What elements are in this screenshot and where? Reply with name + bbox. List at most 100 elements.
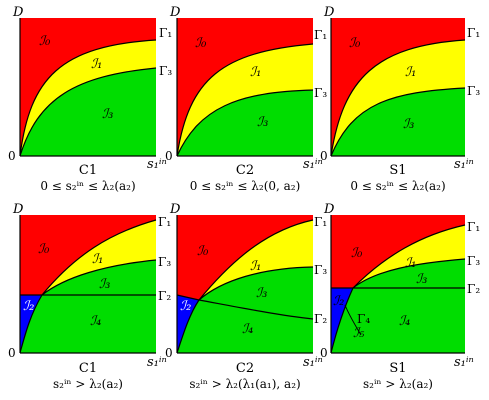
curve-gamma3 [330,87,466,157]
region-label: ℐ₃ [416,272,427,287]
panel-title: S1 [389,163,406,178]
curve-gamma4 [344,304,362,336]
curve-gamma2 [176,294,314,320]
region-label: ℐ₁ [405,65,416,80]
curve-label: Γ₂ [314,312,327,326]
panel-condition: s₂ⁱⁿ > λ₂(λ₁(a₁), a₂) [189,377,300,391]
curve-gamma1 [176,43,314,157]
x-axis-label: s₁ⁱⁿ [454,355,474,370]
curve-label: Γ₁ [158,215,171,229]
curve-label: Γ₄ [357,312,370,326]
region-label: ℐ₀ [39,34,51,49]
panel-top-middle: ℐ₀ ℐ₁ ℐ₃ Γ₁ Γ₃ [176,18,327,157]
region-label: ℐ₀ [351,246,363,261]
region-label: ℐ₃ [257,115,268,130]
curve-label: Γ₃ [159,64,172,78]
curve-gamma1 [198,219,314,301]
origin-label: 0 [165,346,173,360]
region-label: ℐ₃ [102,107,113,122]
region-label: ℐ₀ [38,242,50,257]
region-I3-area [177,267,313,353]
curve-gamma1 [41,219,157,296]
region-label: ℐ₀ [197,244,209,259]
boundary-curve [176,299,200,354]
x-axis-label: s₁ⁱⁿ [147,157,167,172]
region-label: ℐ₀ [349,36,361,51]
panel-title: C2 [236,361,254,376]
x-axis-label: s₁ⁱⁿ [454,157,474,172]
region-label: ℐ₁ [91,57,102,72]
boundary-curve [19,294,43,354]
x-axis-label: s₁ⁱⁿ [147,355,167,370]
region-label: ℐ₂ [23,299,34,314]
panel-title: C1 [79,163,97,178]
region-I3-area [331,88,465,156]
curve-label: Γ₃ [314,86,327,100]
curve-label: Γ₁ [467,26,480,40]
curve-label: Γ₂ [158,289,171,303]
curve-label: Γ₃ [314,263,327,277]
region-label: ℐ₅ [353,326,365,341]
curve-label: Γ₁ [314,28,327,42]
curve-gamma3 [176,89,314,157]
panel-title: C1 [79,361,97,376]
region-label: ℐ₀ [195,36,207,51]
region-I4-area [20,295,156,353]
origin-label: 0 [320,149,328,163]
panel-condition: 0 ≤ s₂ⁱⁿ ≤ λ₂(0, a₂) [190,179,301,193]
curve-label: Γ₁ [467,220,480,234]
origin-label: 0 [165,149,173,163]
curve-label: Γ₁ [159,26,172,40]
region-label: ℐ₃ [256,286,267,301]
region-I3-area [177,90,313,156]
y-axis-label: D [12,5,24,20]
panel-bottom-left: ℐ₀ ℐ₁ ℐ₃ ℐ₂ ℐ₄ Γ₁ Γ₃ Γ₂ [19,215,171,354]
curve-gamma3 [19,67,157,157]
region-label: ℐ₁ [250,65,261,80]
y-axis-label: D [169,202,181,217]
origin-label: 0 [320,346,328,360]
curve-gamma3 [41,259,157,296]
region-label: ℐ₃ [403,117,414,132]
region-label: ℐ₁ [92,252,103,267]
origin-label: 0 [8,346,16,360]
panel-top-right: ℐ₀ ℐ₁ ℐ₃ Γ₁ Γ₃ [330,18,480,157]
curve-label: Γ₁ [314,215,327,229]
panel-title: S1 [389,361,406,376]
panel-top-left: ℐ₀ ℐ₁ ℐ₃ Γ₁ Γ₃ [19,18,172,157]
region-I2-area [331,288,353,353]
curve-label: Γ₃ [158,255,171,269]
panel-title: C2 [236,163,254,178]
region-label: ℐ₃ [99,277,110,292]
y-axis-label: D [169,5,181,20]
panel-condition: 0 ≤ s₂ⁱⁿ ≤ λ₂(a₂) [40,179,135,193]
region-label: ℐ₁ [405,256,416,271]
region-label: ℐ₂ [180,299,191,314]
curve-gamma3 [198,266,314,301]
curve-gamma1 [19,39,157,157]
origin-label: 0 [8,149,16,163]
curve-gamma3 [352,258,466,289]
x-axis-label: s₁ⁱⁿ [303,355,323,370]
region-label: ℐ₄ [242,322,253,337]
region-label: ℐ₄ [90,314,101,329]
curve-label: Γ₃ [467,84,480,98]
y-axis-label: D [323,202,335,217]
x-axis-label: s₁ⁱⁿ [303,157,323,172]
panel-bottom-right: ℐ₀ ℐ₁ ℐ₃ ℐ₂ ℐ₄ ℐ₅ Γ₁ Γ₃ Γ₂ Γ₄ [330,215,480,354]
panel-bottom-middle: ℐ₀ ℐ₁ ℐ₃ ℐ₂ ℐ₄ Γ₁ Γ₃ Γ₂ [176,215,327,354]
panel-condition: s₂ⁱⁿ > λ₂(a₂) [363,377,433,391]
region-I2-area [20,295,42,353]
y-axis-label: D [323,5,335,20]
region-I4-area [331,288,465,353]
curve-gamma1 [352,224,466,289]
curve-label: Γ₃ [467,254,480,268]
curve-label: Γ₂ [467,282,480,296]
region-label: ℐ₁ [250,259,261,274]
y-axis-label: D [12,202,24,217]
region-label: ℐ₄ [399,314,410,329]
region-I3-area [20,68,156,156]
panel-condition: 0 ≤ s₂ⁱⁿ ≤ λ₂(a₂) [350,179,445,193]
boundary-curve [330,287,354,354]
